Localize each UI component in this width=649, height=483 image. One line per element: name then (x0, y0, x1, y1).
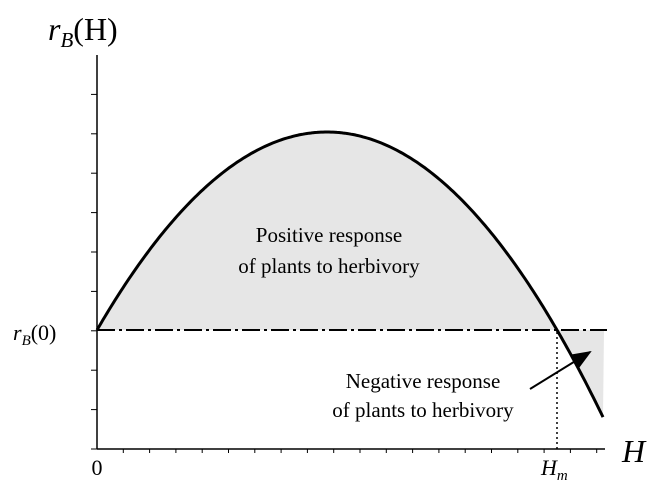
negative-text: Negative response (346, 369, 501, 393)
response-curve (95, 130, 605, 418)
origin-label: 0 (92, 455, 103, 480)
negative-text: of plants to herbivory (332, 398, 514, 422)
shaded-region (97, 132, 604, 418)
baseline-label: rB(0) (13, 320, 56, 349)
threshold-label: Hm (540, 455, 568, 483)
positive-text: of plants to herbivory (238, 254, 420, 278)
ticks (91, 93, 598, 453)
y-axis-label: rB(H) (48, 11, 118, 52)
positive-text: Positive response (256, 223, 402, 247)
x-axis-label: H (621, 433, 647, 469)
arrow (529, 350, 592, 390)
